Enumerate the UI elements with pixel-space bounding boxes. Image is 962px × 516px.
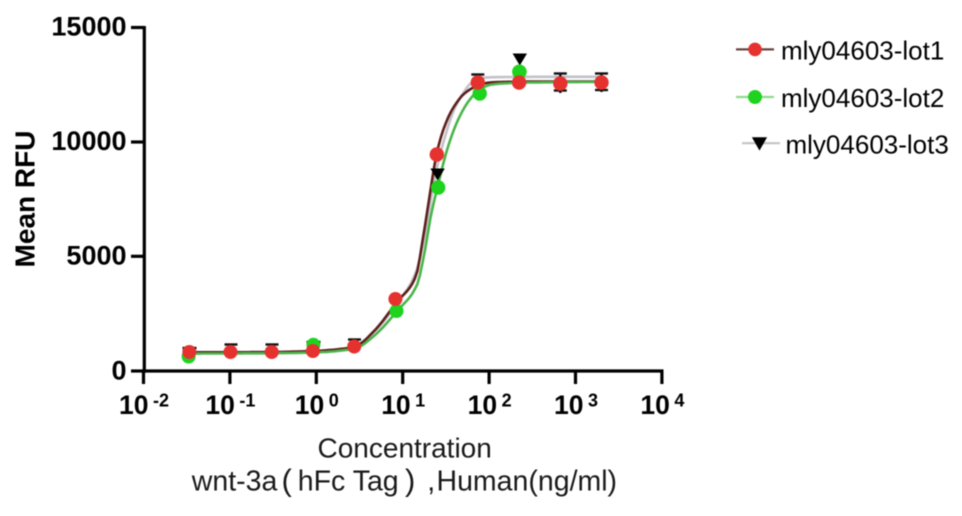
svg-text:wnt-3a(hFc Tag),Human(ng/ml): wnt-3a(hFc Tag) ,Human(ng/ml)	[191, 463, 617, 498]
svg-text:0: 0	[111, 356, 126, 386]
svg-text:5000: 5000	[66, 240, 126, 270]
svg-text:15000: 15000	[51, 11, 126, 41]
svg-text:Concentration: Concentration	[318, 433, 492, 464]
svg-text:10000: 10000	[51, 126, 126, 156]
svg-text:mly04603-lot1: mly04603-lot1	[781, 36, 944, 66]
svg-text:mly04603-lot2: mly04603-lot2	[781, 83, 944, 113]
svg-text:Mean RFU: Mean RFU	[10, 131, 41, 268]
svg-text:mly04603-lot3: mly04603-lot3	[786, 130, 949, 160]
